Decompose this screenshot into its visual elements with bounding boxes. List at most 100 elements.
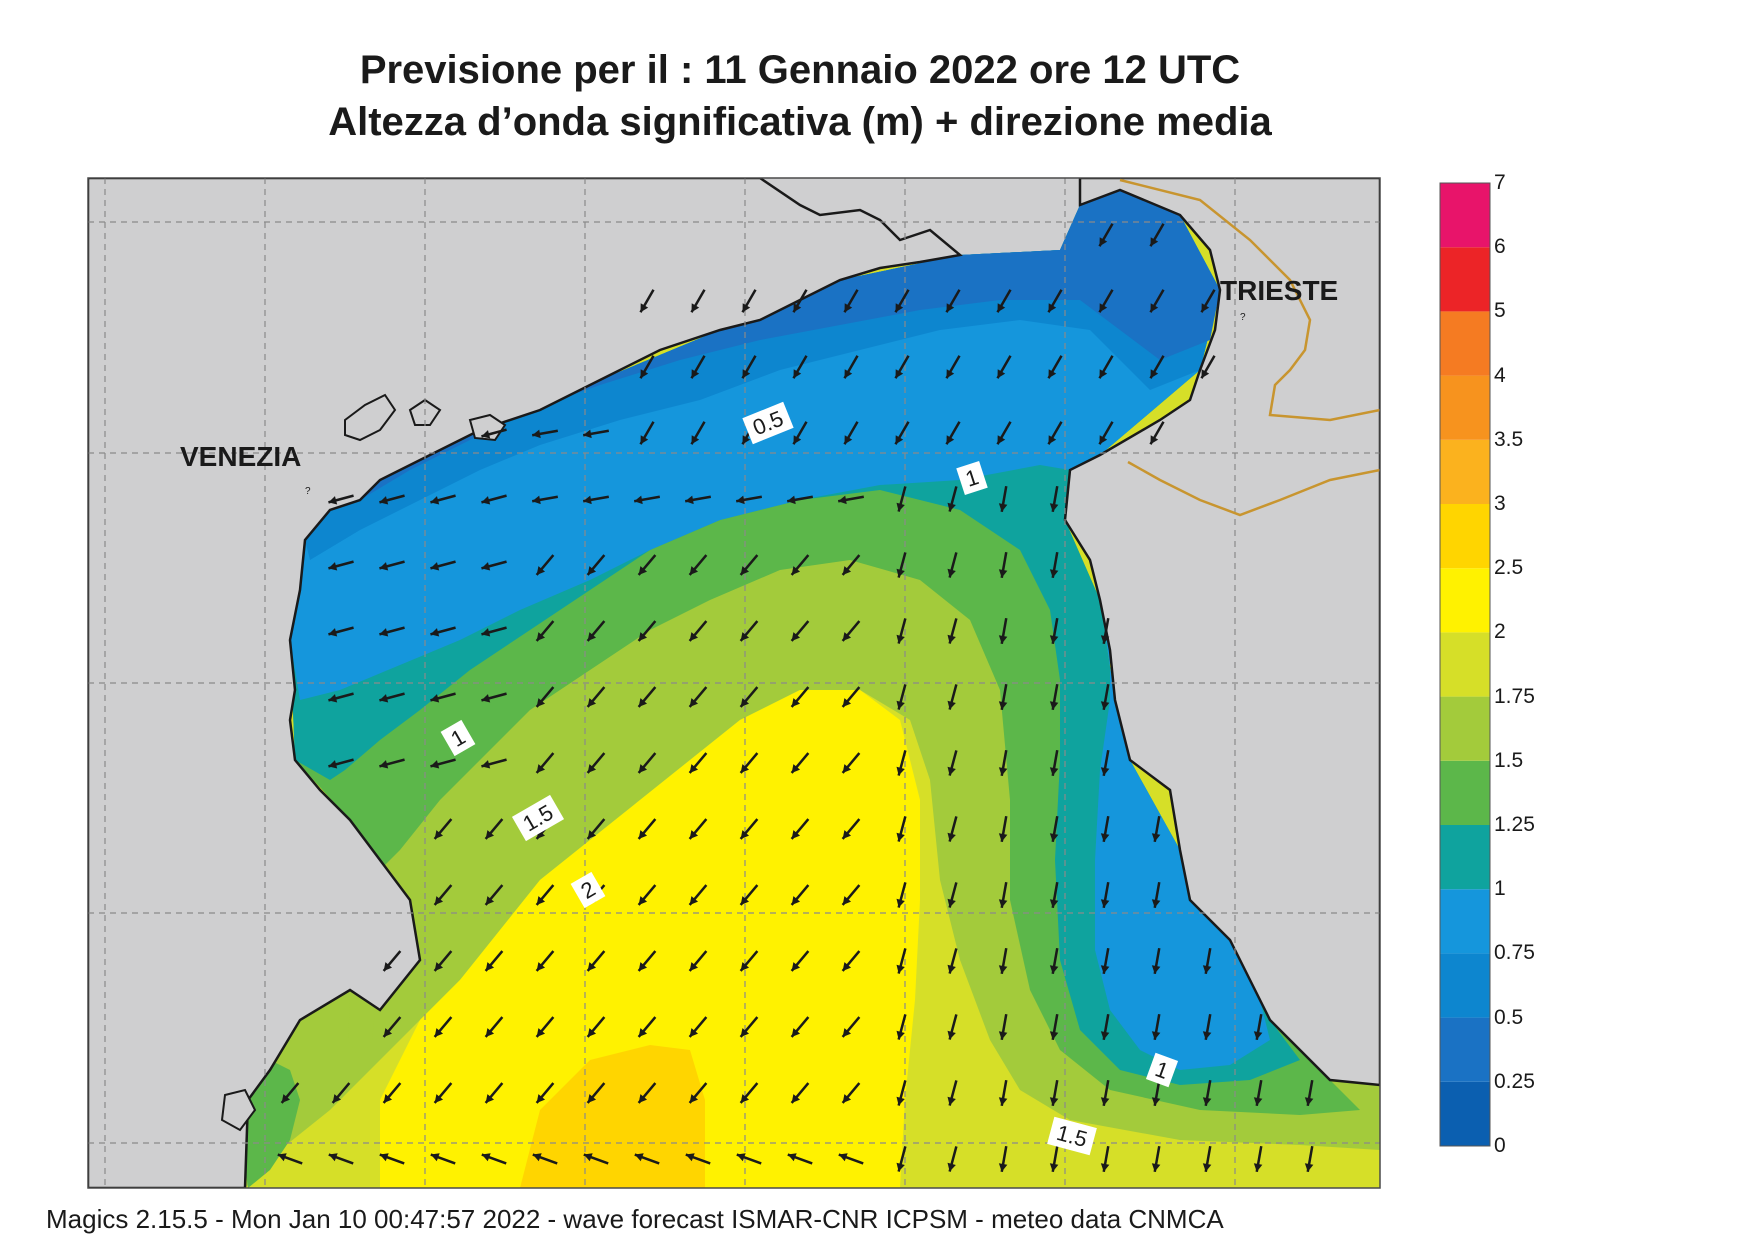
arrow-head (1100, 965, 1110, 974)
arrow-head (896, 964, 905, 974)
venezia-marker: ? (305, 486, 311, 497)
arrow-head (1049, 833, 1059, 842)
arrow-head (536, 632, 546, 641)
arrow-head (740, 830, 750, 839)
arrow-head (430, 760, 440, 769)
legend-swatch-0.25 (1440, 1017, 1490, 1082)
arrow-head (740, 698, 750, 707)
arrow-head (1253, 1163, 1263, 1172)
arrow-head (536, 698, 546, 707)
arrow-head (536, 764, 546, 773)
arrow-head (998, 569, 1008, 578)
arrow-head (536, 1028, 546, 1037)
arrow-head (998, 503, 1008, 512)
arrow-head (895, 369, 904, 379)
arrow-head (583, 429, 592, 439)
arrow-head (481, 496, 491, 505)
arrow-head (1201, 303, 1210, 313)
arrow-head (896, 1030, 905, 1040)
arrow-head (896, 634, 905, 644)
arrow-head (685, 495, 694, 505)
arrow-head (1099, 237, 1108, 247)
arrow-head (842, 1094, 852, 1103)
arrow-head (740, 566, 750, 575)
arrow-head (1100, 1097, 1110, 1106)
arrow-head (532, 429, 541, 439)
arrow-head (1100, 635, 1110, 644)
legend-swatch-1 (1440, 825, 1490, 890)
arrow-head (281, 1094, 291, 1103)
arrow-head (638, 830, 648, 839)
delta-island (220, 1088, 257, 1132)
arrow-head (1100, 1163, 1110, 1172)
legend-label-2: 2 (1494, 620, 1506, 644)
legend-swatch-0.5 (1440, 953, 1490, 1018)
arrow-head (742, 435, 751, 445)
arrow-head (1151, 1031, 1161, 1040)
arrow-head (481, 694, 491, 703)
arrow-head (1100, 767, 1110, 776)
arrow-head (844, 303, 853, 313)
arrow-head (638, 896, 648, 905)
direction-arrows (277, 223, 1314, 1173)
arrow-head (842, 566, 852, 575)
arrow-head (532, 495, 541, 505)
arrow-head (844, 435, 853, 445)
arrow-head (383, 962, 393, 971)
arrow-head (379, 694, 389, 703)
map-frame (87, 177, 1381, 1189)
arrow-head (1253, 1097, 1263, 1106)
arrow-head (638, 566, 648, 575)
legend-label-0.5: 0.5 (1494, 1005, 1524, 1029)
arrow-head (998, 1097, 1008, 1106)
arrow-head (742, 369, 751, 379)
legend-label-0: 0 (1494, 1134, 1506, 1157)
arrow-head (895, 435, 904, 445)
arrow-head (277, 1153, 287, 1162)
arrow-head (1099, 369, 1108, 379)
arrow-head (1099, 303, 1108, 313)
arrow-head (328, 496, 338, 505)
arrow-head (1151, 899, 1161, 908)
arrow-head (1100, 1031, 1110, 1040)
arrow-head (736, 1153, 746, 1162)
arrow-head (946, 435, 955, 445)
arrow-head (791, 698, 801, 707)
arrow-head (1202, 1163, 1212, 1172)
arrow-head (485, 1028, 495, 1037)
arrow-head (1100, 833, 1110, 842)
arrow-head (481, 1153, 491, 1162)
legend-label-1.5: 1.5 (1494, 748, 1524, 772)
arrow-head (640, 369, 649, 379)
arrow-head (1151, 833, 1161, 842)
arrow-head (947, 964, 956, 974)
arrow-head (634, 1153, 644, 1162)
arrow-head (793, 303, 802, 313)
legend-label-2.5: 2.5 (1494, 556, 1524, 580)
arrow-head (640, 435, 649, 445)
arrow-head (896, 766, 905, 776)
arrow-head (434, 1028, 444, 1037)
arrow-head (587, 1028, 597, 1037)
arrow-head (1201, 369, 1210, 379)
arrow-head (1049, 899, 1059, 908)
arrow-head (1048, 369, 1057, 379)
arrow-head (947, 1162, 956, 1172)
arrow-head (997, 369, 1006, 379)
arrow-head (689, 830, 699, 839)
band-2 (380, 690, 920, 1188)
arrow-head (896, 898, 905, 908)
legend-swatch-5 (1440, 247, 1490, 312)
arrow-head (740, 896, 750, 905)
arrow-head (998, 767, 1008, 776)
arrow-head (691, 435, 700, 445)
arrow-head (328, 562, 338, 571)
arrow-head (947, 766, 956, 776)
arrow-head (485, 896, 495, 905)
arrow-head (1202, 1031, 1212, 1040)
arrow-head (791, 764, 801, 773)
arrow-head (791, 1094, 801, 1103)
arrow-head (998, 833, 1008, 842)
map-title: Previsione per il : 11 Gennaio 2022 ore … (359, 48, 1241, 92)
arrow-head (1151, 965, 1161, 974)
